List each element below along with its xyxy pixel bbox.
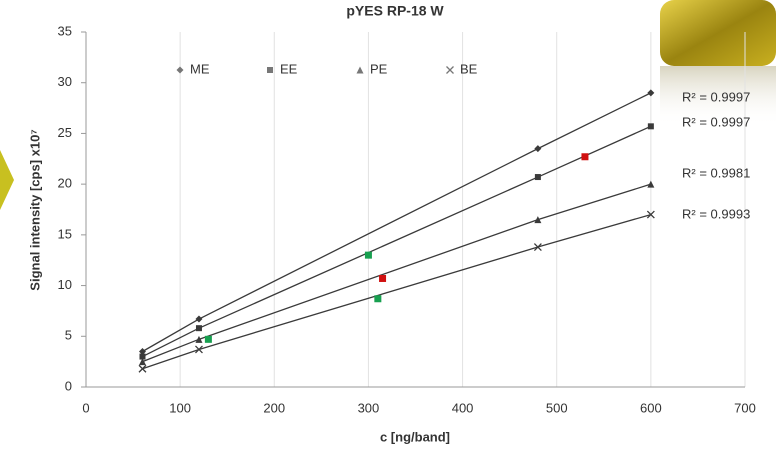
y-tick-label: 35 [58,23,72,38]
data-point [139,353,146,360]
data-point [195,315,203,323]
data-point [647,123,654,130]
legend-label: BE [460,61,478,76]
highlight-point [204,335,212,343]
legend-label: ME [190,61,210,76]
y-tick-label: 0 [65,378,72,393]
highlight-point [374,295,382,303]
photo-reflection [660,66,776,126]
data-point [138,364,147,373]
r-squared-label: R² = 0.9981 [682,165,750,180]
y-axis-label: Signal intensity [cps] x10⁷ [27,129,42,290]
y-tick-label: 20 [58,176,72,191]
data-point [534,145,542,153]
series-line [142,125,652,358]
series-line [142,213,652,370]
highlight-point [379,274,387,282]
legend-label: PE [370,61,388,76]
highlight-point [364,251,372,259]
y-tick-label: 15 [58,226,72,241]
legend-marker [176,66,184,74]
data-point [195,345,203,354]
legend-label: EE [280,61,298,76]
data-point [647,180,655,188]
data-point [646,210,655,219]
legend-marker [446,66,454,74]
photo-decoration [660,0,776,66]
chart-title: pYES RP-18 W [346,3,444,19]
x-tick-label: 100 [169,400,191,415]
data-point [195,325,202,332]
x-tick-label: 700 [734,400,756,415]
data-point [534,216,542,224]
x-tick-label: 600 [640,400,662,415]
legend-marker [267,67,273,73]
data-point [647,89,655,97]
arrow-decoration [0,150,14,210]
y-tick-label: 10 [58,277,72,292]
x-tick-label: 400 [452,400,474,415]
y-tick-label: 5 [65,328,72,343]
highlight-point [581,153,589,161]
legend-marker [356,66,364,74]
x-tick-label: 0 [82,400,89,415]
series-line [142,183,652,363]
data-point [138,348,146,355]
data-point [138,358,146,366]
r-squared-label: R² = 0.9997 [682,114,750,129]
data-point [533,243,542,251]
y-tick-label: 25 [58,125,72,140]
y-tick-label: 30 [58,74,72,89]
r-squared-label: R² = 0.9997 [682,89,750,104]
data-point [195,335,203,343]
x-tick-label: 500 [546,400,568,415]
x-tick-label: 300 [358,400,380,415]
x-tick-label: 200 [263,400,285,415]
x-axis-label: c [ng/band] [380,429,450,444]
data-point [534,174,541,181]
r-squared-label: R² = 0.9993 [682,206,750,221]
series-line [142,92,652,353]
